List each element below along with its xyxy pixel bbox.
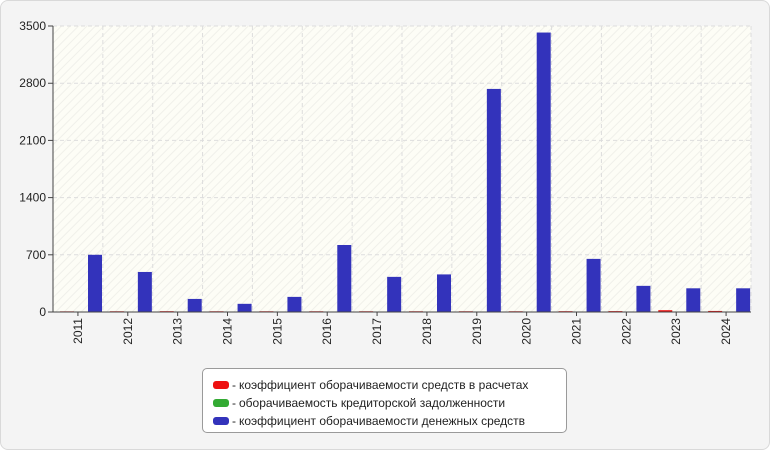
- bar-cash-turnover: [187, 298, 202, 312]
- bar-cash-turnover: [536, 32, 551, 313]
- x-tick-label: 2021: [570, 318, 584, 345]
- x-tick-label: 2016: [320, 318, 334, 345]
- x-tick-label: 2023: [669, 318, 683, 345]
- bar-cash-turnover: [686, 288, 701, 312]
- legend-swatch-green: [213, 399, 229, 407]
- legend-label: коэффициент оборачиваемости денежных сре…: [239, 414, 526, 428]
- bar-cash-turnover: [486, 88, 501, 312]
- y-tick-label: 700: [26, 248, 46, 262]
- x-tick-label: 2014: [221, 318, 235, 345]
- bar-cash-turnover: [88, 254, 102, 312]
- legend-item-payables-turnover: - оборачиваемость кредиторской задолженн…: [213, 394, 566, 412]
- bar-cash-turnover: [137, 271, 152, 312]
- x-tick-label: 2013: [171, 318, 185, 345]
- x-tick-label: 2019: [470, 318, 484, 345]
- bar-cash-turnover: [237, 303, 252, 312]
- y-tick-label: 3500: [19, 19, 46, 33]
- bar-chart: 0 700 1400 2100 2800 3500 2011 2012 2013 2014 2015…: [19, 19, 752, 345]
- legend-swatch-blue: [213, 417, 229, 425]
- bar-receivables-turnover: [708, 310, 723, 312]
- legend-swatch-red: [213, 381, 229, 389]
- bar-cash-turnover: [437, 274, 451, 312]
- bar-cash-turnover: [586, 258, 601, 312]
- legend-dash: -: [232, 396, 236, 410]
- x-tick-label: 2017: [370, 318, 384, 345]
- x-tick-label: 2018: [420, 318, 434, 345]
- legend-dash: -: [232, 378, 236, 392]
- bar-cash-turnover: [287, 296, 302, 312]
- x-tick-label: 2012: [121, 318, 135, 345]
- legend: - коэффициент оборачиваемости средств в …: [202, 368, 567, 433]
- legend-label: оборачиваемость кредиторской задолженнос…: [239, 396, 506, 410]
- bar-cash-turnover: [337, 244, 352, 312]
- bar-cash-turnover: [636, 285, 651, 312]
- y-tick-label: 2100: [19, 133, 46, 147]
- bar-cash-turnover: [736, 288, 751, 312]
- y-tick-label: 1400: [19, 191, 46, 205]
- bar-cash-turnover: [387, 276, 402, 312]
- x-tick-label: 2011: [71, 318, 85, 344]
- x-tick-label: 2015: [270, 318, 284, 345]
- bar-receivables-turnover: [658, 310, 673, 312]
- legend-item-cash-turnover: - коэффициент оборачиваемости денежных с…: [213, 412, 566, 430]
- y-tick-label: 0: [39, 305, 46, 319]
- y-tick-label: 2800: [19, 76, 46, 90]
- legend-dash: -: [232, 414, 236, 428]
- x-tick-label: 2020: [520, 318, 534, 345]
- x-tick-label: 2022: [619, 318, 633, 345]
- x-tick-label: 2024: [719, 318, 733, 345]
- legend-label: коэффициент оборачиваемости средств в ра…: [239, 378, 529, 392]
- legend-item-receivables-turnover: - коэффициент оборачиваемости средств в …: [213, 376, 566, 394]
